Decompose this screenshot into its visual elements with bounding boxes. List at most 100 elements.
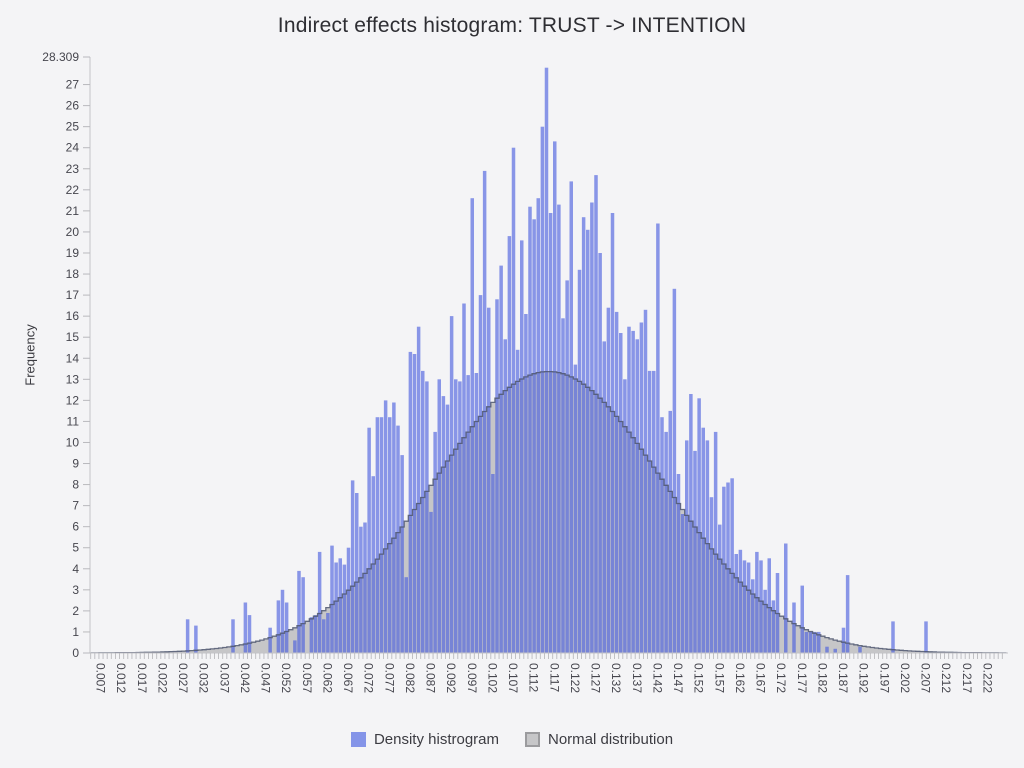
x-tick-label: 0.202 <box>898 663 912 693</box>
histogram-bar <box>730 478 734 653</box>
histogram-bar <box>404 577 408 653</box>
histogram-bar <box>375 417 380 653</box>
histogram-bar <box>738 549 743 653</box>
histogram-bar <box>718 524 722 653</box>
histogram-bar <box>507 236 512 653</box>
histogram-bar <box>437 379 441 653</box>
histogram-bar <box>746 562 751 653</box>
histogram-bar <box>771 600 776 653</box>
histogram-bar <box>697 398 701 653</box>
x-tick-label: 0.117 <box>547 663 561 692</box>
histogram-bar <box>528 206 532 653</box>
x-tick-label: 0.212 <box>939 663 953 693</box>
legend-normal-label: Normal distribution <box>548 731 674 748</box>
histogram-bar <box>590 202 594 653</box>
histogram-bar <box>804 631 809 653</box>
y-tick-label: 8 <box>72 478 79 492</box>
histogram-bar <box>713 431 718 653</box>
y-tick-label: 20 <box>66 225 80 239</box>
y-tick-label: 25 <box>66 120 80 134</box>
histogram-bar <box>742 560 747 653</box>
histogram-bar <box>429 511 433 653</box>
histogram-bar <box>342 564 347 653</box>
histogram-bar <box>396 425 400 653</box>
histogram-bar <box>499 265 503 653</box>
histogram-bar <box>309 617 314 653</box>
y-tick-label: 10 <box>66 435 80 449</box>
y-tick-label: 11 <box>67 414 80 428</box>
histogram-bar <box>330 545 334 653</box>
normal-distribution-curve <box>90 370 1007 654</box>
histogram-bar <box>322 619 326 653</box>
histogram-bar <box>672 288 677 653</box>
histogram-bar <box>458 381 462 653</box>
histogram-bar <box>598 253 602 653</box>
histogram-bar <box>478 295 483 653</box>
histogram-bar <box>185 619 190 653</box>
y-tick-label: 7 <box>72 499 79 513</box>
histogram-bar <box>301 577 305 653</box>
x-tick-label: 0.157 <box>712 663 726 693</box>
histogram-bar <box>689 394 693 653</box>
x-tick-label: 0.172 <box>774 663 788 693</box>
histogram-bar <box>606 307 611 653</box>
histogram-bar <box>326 613 330 653</box>
histogram-bar <box>668 410 672 653</box>
histogram-bar <box>268 627 272 653</box>
histogram-bar <box>363 522 367 653</box>
x-tick-label: 0.142 <box>650 663 664 693</box>
histogram-bar <box>293 640 297 653</box>
x-tick-label: 0.217 <box>960 663 974 693</box>
density-swatch-icon <box>350 732 366 747</box>
x-tick-label: 0.112 <box>527 663 541 692</box>
histogram-bar <box>652 370 656 653</box>
histogram-bar <box>487 307 491 653</box>
histogram-bar <box>433 431 437 653</box>
y-tick-label: 24 <box>66 141 80 155</box>
histogram-bar <box>565 280 569 653</box>
x-tick-label: 0.137 <box>630 663 644 693</box>
chart-title: Indirect effects histogram: TRUST -> INT… <box>277 14 747 37</box>
histogram-bar <box>445 404 450 653</box>
y-tick-label: 15 <box>66 330 80 344</box>
histogram-bar <box>297 570 301 653</box>
histogram-bar <box>247 615 252 653</box>
x-tick-label: 0.037 <box>217 663 231 693</box>
x-tick-label: 0.152 <box>692 663 706 693</box>
histogram-bar <box>194 625 198 653</box>
x-tick-label: 0.207 <box>919 663 933 693</box>
histogram-bar <box>474 373 479 653</box>
histogram-bar <box>553 141 557 653</box>
histogram-bar <box>817 631 821 653</box>
legend-item-density: Density histrogram <box>350 731 499 748</box>
histogram-bar <box>495 299 499 653</box>
histogram-bar <box>610 213 615 653</box>
histogram-bar <box>462 303 466 653</box>
histogram-bar <box>400 455 404 653</box>
histogram-bar <box>763 589 767 653</box>
histogram-bar <box>627 326 631 653</box>
histogram-bar <box>466 375 470 653</box>
histogram-bar <box>656 223 660 653</box>
y-tick-label: 27 <box>66 78 80 92</box>
x-tick-label: 0.077 <box>382 663 396 693</box>
histogram-bar <box>536 198 540 653</box>
x-tick-label: 0.147 <box>671 663 685 693</box>
histogram-bar <box>408 351 413 653</box>
x-tick-label: 0.127 <box>589 663 603 693</box>
x-tick-label: 0.132 <box>609 663 623 693</box>
histogram-bar <box>511 147 516 653</box>
x-tick-label: 0.097 <box>465 663 479 693</box>
x-tick-label: 0.087 <box>424 663 438 693</box>
y-tick-label: 9 <box>72 457 79 471</box>
y-max-label: 28.309 <box>42 50 79 64</box>
histogram-bar <box>577 269 582 653</box>
histogram-bar <box>808 631 813 653</box>
x-tick-label: 0.062 <box>320 663 334 693</box>
histogram-bar <box>350 480 355 653</box>
histogram-bar <box>334 562 338 653</box>
histogram-bar <box>586 229 590 654</box>
histogram-bar <box>317 551 322 653</box>
